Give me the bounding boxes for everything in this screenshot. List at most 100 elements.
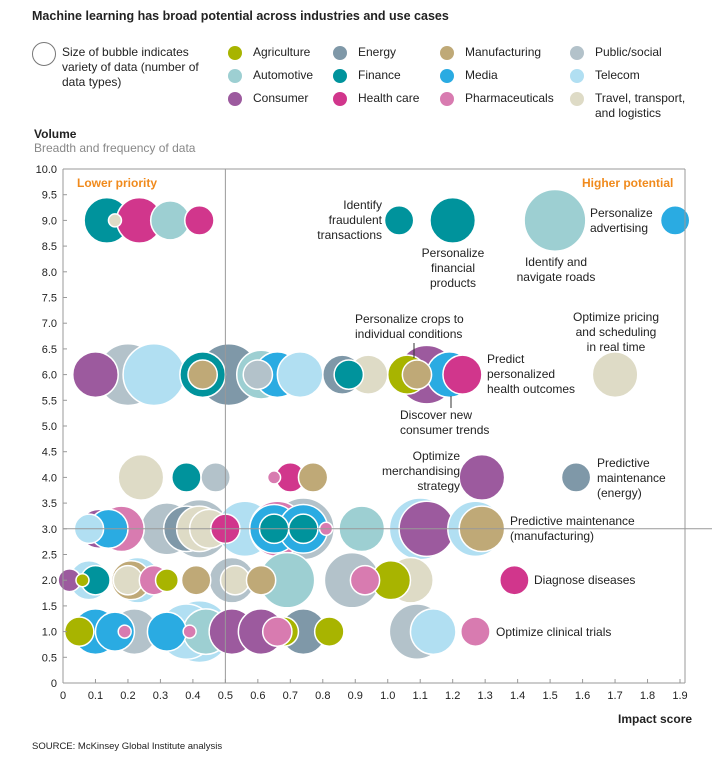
annotation: Discover new consumer trends	[400, 408, 490, 437]
bubble-size-icon	[32, 42, 56, 66]
bubble	[297, 462, 329, 493]
x-tick-label: 0.1	[88, 690, 103, 702]
y-tick-label: 3.0	[42, 524, 57, 536]
x-tick-label: 0	[60, 690, 66, 702]
legend-label: Telecom	[595, 68, 640, 82]
bubble	[245, 564, 277, 596]
annotation: Optimize merchandising strategy	[381, 449, 460, 493]
x-tick-label: 1.5	[542, 690, 557, 702]
legend-swatch	[228, 92, 242, 106]
bubble	[184, 205, 215, 236]
annotation: Optimize pricing and scheduling in real …	[572, 310, 660, 354]
annotation: Identify and navigate roads	[516, 255, 596, 284]
x-tick-label: 0.9	[348, 690, 363, 702]
bubble	[117, 453, 165, 501]
x-tick-label: 0.8	[315, 690, 330, 702]
bubble	[112, 564, 144, 596]
bubble	[146, 611, 188, 652]
legend-label: Consumer	[253, 91, 309, 105]
y-tick-label: 2.5	[42, 550, 57, 562]
annotation: Predict personalized health outcomes	[487, 352, 576, 396]
y-tick-label: 0.5	[42, 652, 57, 664]
annotation: Predictive maintenance (manufacturing)	[510, 514, 635, 543]
y-tick-label: 7.5	[42, 293, 57, 305]
y-axis-title: Volume	[34, 127, 77, 141]
bubble	[261, 616, 293, 647]
legend-label: Travel, transport, and logistics	[595, 91, 686, 120]
legend-swatch	[570, 69, 584, 83]
x-tick-label: 1.4	[510, 690, 525, 702]
bubble	[154, 568, 180, 593]
x-tick-label: 0.6	[250, 690, 265, 702]
size-note: Size of bubble indicates variety of data…	[62, 45, 199, 89]
y-tick-label: 8.5	[42, 241, 57, 253]
annotation: Personalize crops to individual conditio…	[355, 312, 464, 341]
annotation: Diagnose diseases	[534, 573, 636, 587]
bubble	[523, 188, 587, 252]
y-tick-label: 1.0	[42, 627, 57, 639]
x-tick-label: 1.8	[640, 690, 655, 702]
legend-label: Media	[465, 68, 498, 82]
bubble	[458, 453, 506, 501]
bubble	[659, 205, 691, 236]
bubble	[182, 624, 197, 639]
bubble	[591, 351, 639, 399]
legend-label: Agriculture	[253, 45, 311, 59]
bubble	[242, 359, 274, 390]
bubble	[560, 462, 592, 493]
legend-swatch	[440, 69, 454, 83]
bubble	[313, 616, 345, 647]
bubble	[499, 564, 530, 596]
legend-swatch	[228, 69, 242, 83]
source-note: SOURCE: McKinsey Global Institute analys…	[32, 741, 223, 752]
y-tick-label: 8.0	[42, 267, 57, 279]
y-tick-label: 4.5	[42, 447, 57, 459]
x-tick-label: 0.3	[153, 690, 168, 702]
bubble	[276, 351, 324, 399]
quadrant-label-higher: Higher potential	[582, 176, 674, 190]
annotation: Personalize financial products	[421, 246, 485, 290]
chart-title: Machine learning has broad potential acr…	[32, 9, 449, 23]
y-tick-label: 9.5	[42, 190, 57, 202]
bubble	[71, 351, 119, 399]
annotation: Personalize advertising	[590, 206, 653, 235]
y-tick-label: 1.5	[42, 601, 57, 613]
legend-swatch	[570, 46, 584, 60]
x-tick-label: 1.3	[478, 690, 493, 702]
legend-label: Health care	[358, 91, 420, 105]
x-tick-label: 0.4	[185, 690, 200, 702]
bubble	[442, 354, 483, 395]
x-tick-label: 1.9	[672, 690, 687, 702]
y-tick-label: 10.0	[36, 164, 57, 176]
x-tick-label: 0.5	[218, 690, 233, 702]
x-tick-label: 1.6	[575, 690, 590, 702]
bubble	[117, 624, 132, 639]
y-tick-label: 4.0	[42, 472, 57, 484]
x-axis-title: Impact score	[618, 712, 693, 726]
legend-swatch	[333, 46, 347, 60]
bubble	[63, 616, 95, 647]
x-tick-label: 1.2	[445, 690, 460, 702]
legend-swatch	[440, 92, 454, 106]
legend-swatch	[333, 69, 347, 83]
bubble	[383, 205, 415, 236]
bubble	[187, 359, 218, 390]
legend-label: Manufacturing	[465, 45, 542, 59]
y-tick-label: 3.5	[42, 498, 57, 510]
bubble	[460, 616, 491, 647]
bubble	[94, 611, 136, 652]
legend-label: Finance	[358, 68, 401, 82]
legend-swatch	[333, 92, 347, 106]
bubble	[180, 564, 212, 596]
y-axis-subtitle: Breadth and frequency of data	[34, 141, 196, 155]
bubble	[266, 470, 282, 485]
bubble	[401, 359, 433, 390]
legend-label: Pharmaceuticals	[465, 91, 554, 105]
y-tick-label: 5.0	[42, 421, 57, 433]
bubble	[149, 200, 191, 241]
x-tick-label: 1.0	[380, 690, 395, 702]
annotation: Optimize clinical trials	[496, 625, 612, 639]
y-tick-label: 0	[51, 678, 57, 690]
